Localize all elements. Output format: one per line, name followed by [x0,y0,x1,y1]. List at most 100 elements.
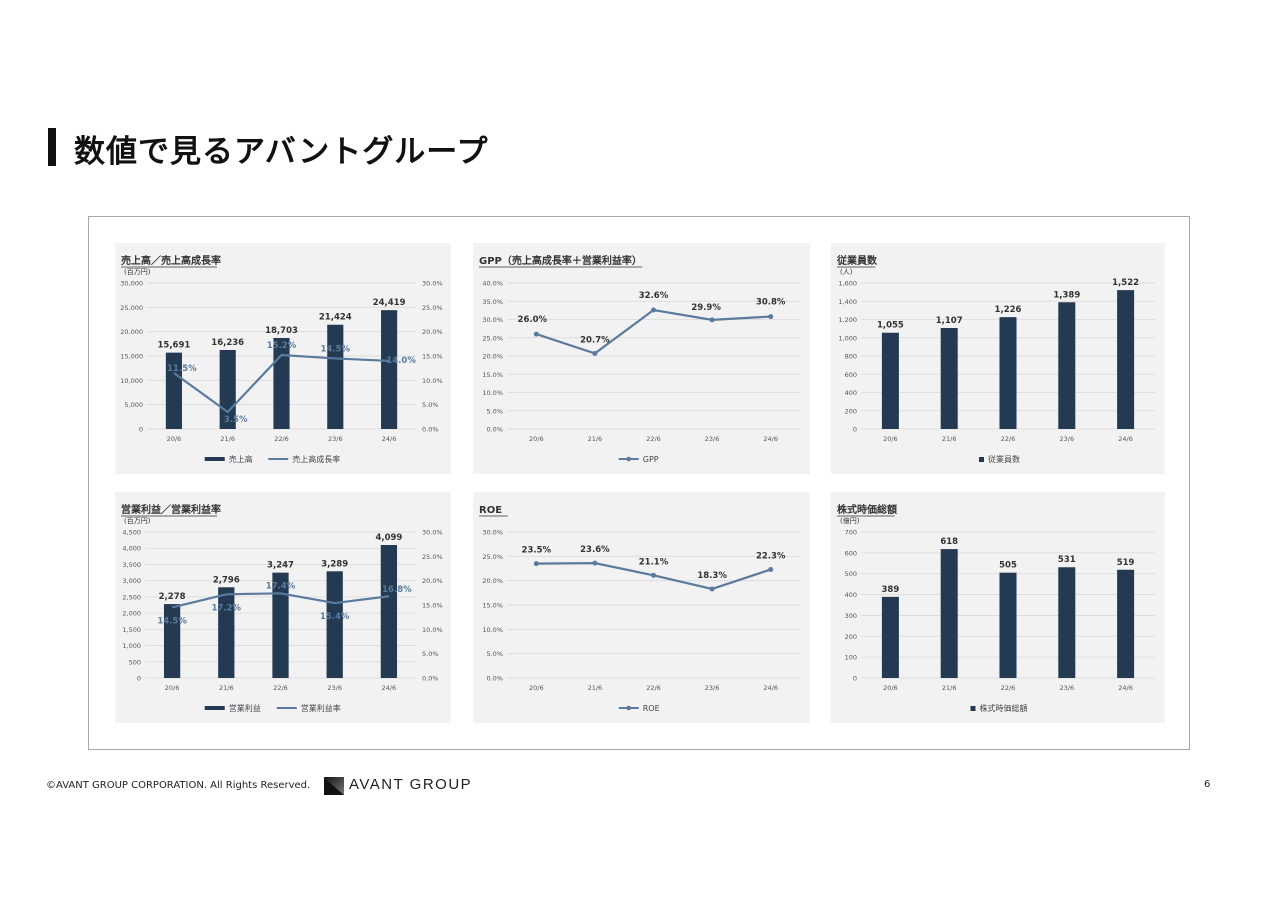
legend-swatch-dot [626,456,632,462]
y2-tick-label: 20.0% [422,328,443,336]
chart-svg-roe: ROE 0.0% 5.0% 10.0% 15.0% 20.0% 25.0% 30.0% 20/6… [479,505,800,713]
line-point [709,317,715,323]
chart-title: 営業利益／営業利益率 [121,503,221,516]
line-data-label: 17.2% [212,603,242,613]
y2-tick-label: 25.0% [422,304,443,312]
line-point [768,566,774,572]
y-tick-label: 25,000 [120,304,143,312]
x-tick-label: 22/6 [1001,435,1016,443]
line-point [592,350,598,356]
y2-tick-label: 10.0% [422,377,443,385]
y-tick-label: 10,000 [120,377,143,385]
y-tick-label: 500 [845,570,857,578]
x-tick-label: 23/6 [1059,435,1074,443]
bar-data-label: 3,289 [321,559,348,569]
y-tick-label: 15,000 [120,353,143,361]
y-tick-label: 1,400 [838,298,857,306]
chart-panel-operating-profit: 営業利益／営業利益率 (百万円) 0 500 1,000 1,500 2,000 2,500 3… [115,492,451,723]
y-tick-label: 1,500 [122,626,141,634]
chart-panel-roe: ROE 0.0% 5.0% 10.0% 15.0% 20.0% 25.0% 30.0% 20/6… [473,492,810,723]
chart-unit-label: (百万円) [124,268,151,276]
footer-copyright: ©AVANT GROUP CORPORATION. All Rights Res… [46,780,311,791]
line-data-label: 32.6% [639,291,669,301]
x-tick-label: 23/6 [327,684,342,692]
bar-data-label: 2,796 [213,575,240,585]
chart-title: 株式時価総額 [837,503,897,516]
y-tick-label: 10.0% [482,389,503,397]
x-tick-label: 20/6 [529,435,544,443]
line-data-label: 11.5% [167,364,197,374]
legend-label: 従業員数 [988,454,1020,464]
legend-label: 株式時価総額 [980,703,1028,713]
legend-swatch [970,706,976,711]
chart-title: ROE [479,505,502,516]
line-data-label: 17.4% [266,581,296,591]
y-tick-label: 400 [845,389,857,397]
line-point [533,561,539,567]
chart-panel-gpp: GPP（売上高成長率＋営業利益率） 0.0% 5.0% 10.0% 15.0% 20.0%… [473,243,810,474]
chart-title: GPP（売上高成長率＋営業利益率） [479,254,642,267]
bar [1058,302,1076,429]
y-tick-label: 5.0% [486,407,503,415]
bar-data-label: 519 [1117,558,1135,568]
y-tick-label: 30.0% [482,529,503,537]
line-point [592,560,598,566]
chart-title: 売上高／売上高成長率 [121,254,221,267]
legend-swatch [204,457,225,461]
x-tick-label: 22/6 [274,435,289,443]
y-tick-label: 15.0% [482,371,503,379]
bar-data-label: 1,226 [995,305,1022,315]
bar-data-label: 531 [1058,555,1076,565]
y-tick-label: 1,000 [838,334,857,342]
bar-data-label: 21,424 [319,313,352,323]
x-tick-label: 22/6 [273,684,288,692]
bar [272,572,289,678]
bar-data-label: 4,099 [375,533,402,543]
x-tick-label: 24/6 [1118,435,1133,443]
y-tick-label: 30,000 [120,280,143,288]
bar-data-label: 1,389 [1053,290,1080,300]
line-data-label: 18.3% [697,571,727,581]
bar-data-label: 389 [882,585,900,595]
line-data-label: 23.5% [522,546,552,556]
y-tick-label: 3,500 [122,561,141,569]
legend-label: 売上高成長率 [292,454,340,464]
y-tick-label: 40.0% [482,280,503,288]
y-tick-label: 0.0% [486,426,503,434]
legend-label: GPP [643,455,659,464]
y-tick-label: 20,000 [120,328,143,336]
y-tick-label: 600 [845,371,857,379]
chart-panel-market-cap: 株式時価総額 (億円) 0 100 200 300 400 500 600 700 20/6 21/6… [831,492,1165,723]
x-tick-label: 22/6 [1001,684,1016,692]
legend-label: 売上高 [229,454,253,464]
legend-swatch [979,457,984,462]
line-point [709,586,715,592]
y2-tick-label: 0.0% [422,675,439,683]
y-tick-label: 800 [845,353,857,361]
series-line [535,308,771,355]
chart-svg-sales: 売上高／売上高成長率(百万円) 0 5,000 10,000 15,000 20,000 2… [120,254,443,464]
bar [999,317,1017,429]
y-tick-label: 100 [845,654,857,662]
bar [326,571,343,678]
y2-tick-label: 30.0% [422,280,443,288]
y-tick-label: 35.0% [482,298,503,306]
bar-data-label: 1,055 [877,321,904,331]
y-tick-label: 500 [129,658,141,666]
bar [165,352,182,429]
page-number: 6 [1204,779,1211,790]
x-tick-label: 20/6 [883,435,898,443]
x-tick-label: 23/6 [328,435,343,443]
bar-data-label: 2,278 [159,592,186,602]
bar-data-label: 18,703 [265,326,298,336]
bar-data-label: 15,691 [157,341,190,351]
line-point [651,307,656,313]
y-tick-label: 10.0% [482,626,503,634]
y-tick-label: 5.0% [486,650,503,658]
x-tick-label: 20/6 [883,684,898,692]
page-title: 数値で見るアバントグループ [74,134,489,170]
y-tick-label: 700 [845,529,857,537]
chart-svg-employees: 従業員数(人)02004006008001,0001,2001,4001,600… [836,254,1155,464]
line-data-label: 30.8% [756,298,786,308]
